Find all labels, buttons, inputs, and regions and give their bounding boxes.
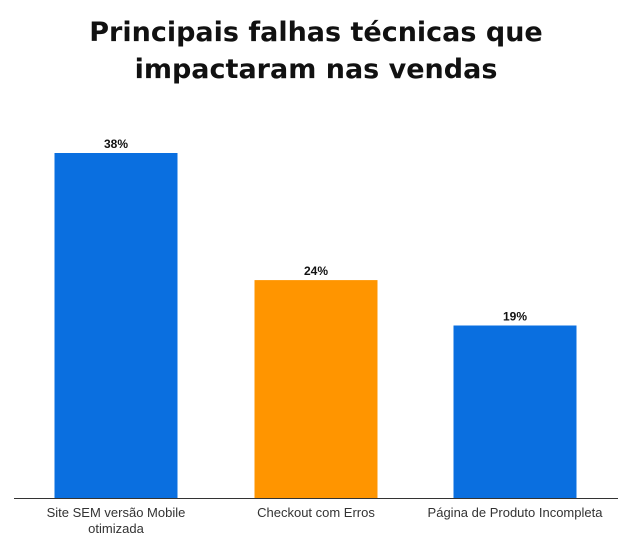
category-label-0: Site SEM versão Mobile otimizada [47, 505, 186, 536]
category-label-line: Site SEM versão Mobile [47, 505, 186, 520]
bar-1 [254, 280, 378, 498]
category-label-line: otimizada [88, 521, 144, 536]
value-label-0: 38% [104, 137, 128, 151]
category-label-line: Página de Produto Incompleta [428, 505, 604, 520]
bar-2 [453, 325, 577, 498]
value-label-2: 19% [503, 310, 527, 324]
chart-title: Principais falhas técnicas que impactara… [89, 17, 543, 85]
category-label-1: Checkout com Erros [257, 505, 375, 520]
category-label-2: Página de Produto Incompleta [428, 505, 604, 520]
value-label-1: 24% [304, 264, 328, 278]
bar-0 [54, 153, 178, 498]
category-label-line: Checkout com Erros [257, 505, 375, 520]
